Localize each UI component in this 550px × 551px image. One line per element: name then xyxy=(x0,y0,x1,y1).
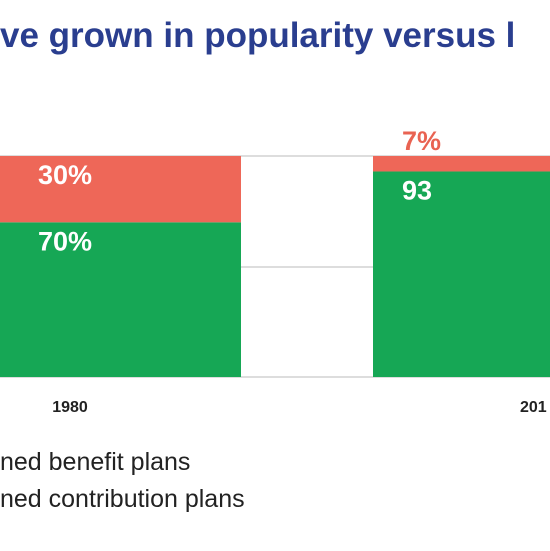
data-label-benefit-1980: 30% xyxy=(38,160,92,190)
labels-group: 70% 30% 93 7% xyxy=(38,126,441,256)
data-label-contribution-201: 93 xyxy=(402,175,432,205)
legend-item-defined-benefit: ned benefit plans xyxy=(0,447,190,477)
data-label-contribution-1980: 70% xyxy=(38,226,92,256)
bar-contribution-201 xyxy=(373,171,550,377)
bar-benefit-1980 xyxy=(0,156,241,223)
tick-label-1980: 1980 xyxy=(52,399,88,416)
tick-label-201: 201 xyxy=(520,399,547,416)
bar-benefit-201 xyxy=(373,156,550,172)
chart-title: ve grown in popularity versus l xyxy=(0,16,516,55)
bar-contribution-1980 xyxy=(0,222,241,377)
tick-labels-group: 1980 201 xyxy=(52,399,547,416)
data-label-benefit-201: 7% xyxy=(402,126,441,156)
chart-canvas: 70% 30% 93 7% 1980 201 xyxy=(0,126,550,416)
legend-label-defined-benefit: ned benefit plans xyxy=(0,448,191,476)
legend-item-defined-contribution: ned contribution plans xyxy=(0,484,245,514)
bars-group xyxy=(0,156,550,377)
legend-label-defined-contribution: ned contribution plans xyxy=(0,485,245,513)
